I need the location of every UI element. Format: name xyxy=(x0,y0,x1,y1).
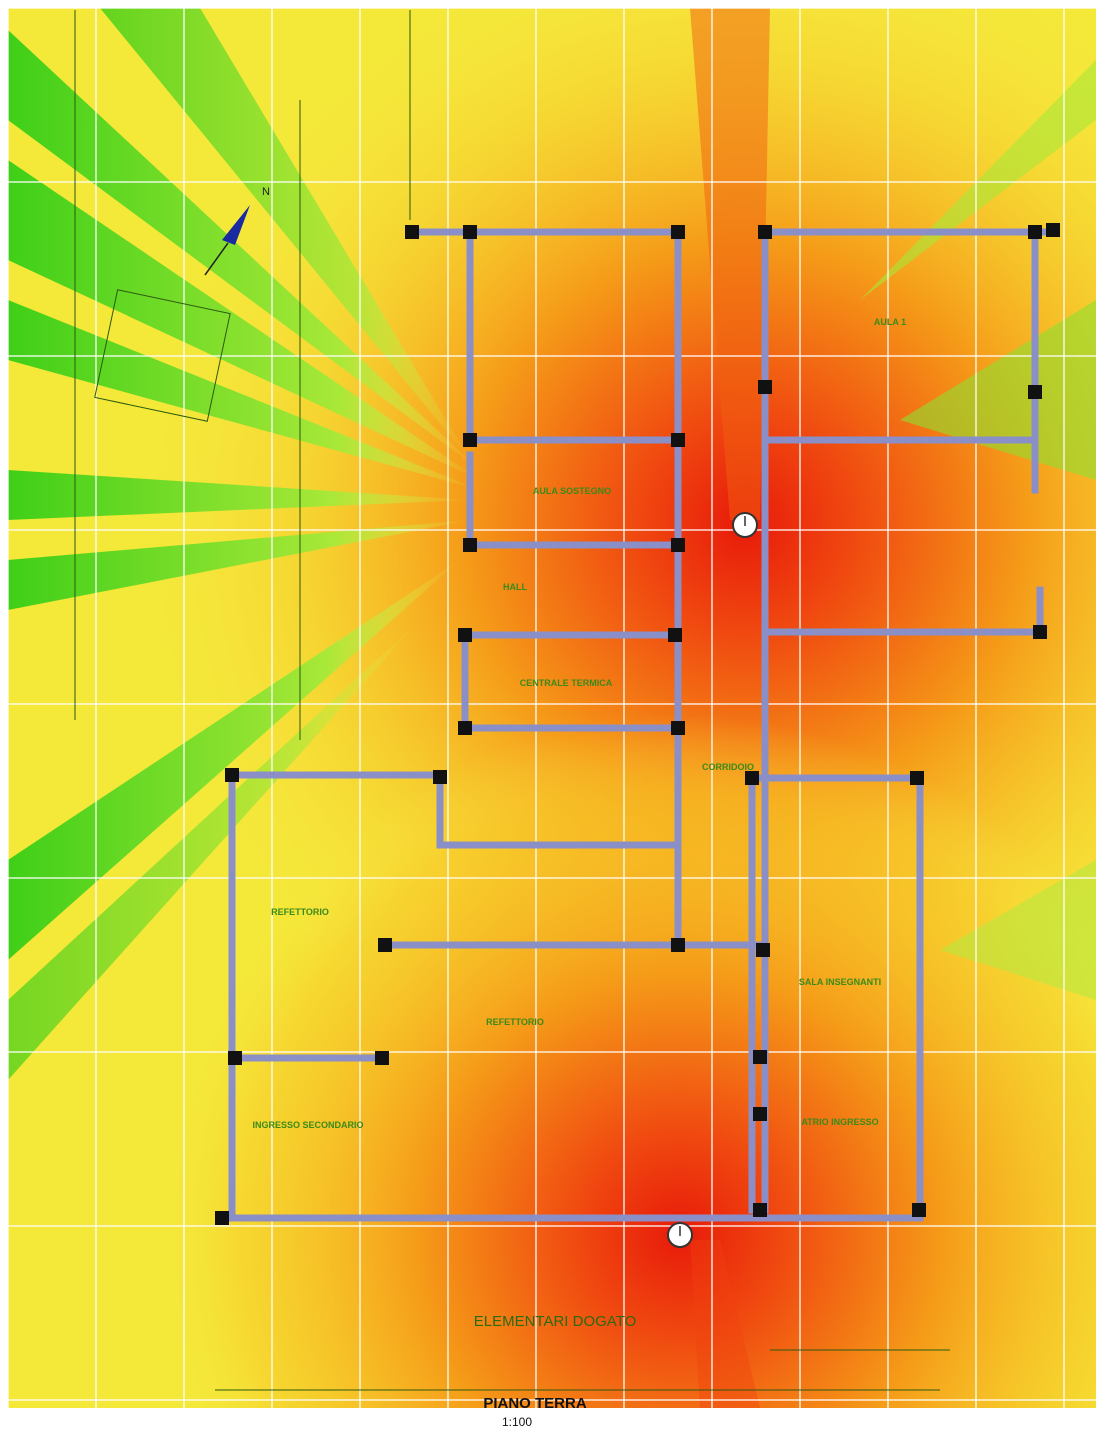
room-label: HALL xyxy=(503,582,527,592)
scale-label: 1:100 xyxy=(502,1415,532,1429)
room-label: AULA SOSTEGNO xyxy=(533,486,611,496)
room-label: SALA INSEGNANTI xyxy=(799,977,881,987)
access-points xyxy=(667,512,758,1248)
room-label: REFETTORIO xyxy=(486,1017,544,1027)
room-label: INGRESSO SECONDARIO xyxy=(252,1120,363,1130)
room-label: AULA 1 xyxy=(874,317,906,327)
floor-label: PIANO TERRA xyxy=(483,1395,587,1412)
grid xyxy=(7,7,1096,1408)
walls xyxy=(218,226,1054,1222)
room-label: CORRIDOIO xyxy=(702,762,754,772)
drawing-lines xyxy=(74,10,950,1391)
room-label: CENTRALE TERMICA xyxy=(520,678,613,688)
room-label: ATRIO INGRESSO xyxy=(801,1117,878,1127)
north-label: N xyxy=(262,186,270,198)
pillars xyxy=(215,223,1060,1225)
labels: N AULA 1 AULA SOSTEGNO CENTRALE TERMICA … xyxy=(252,186,906,1429)
heatmap xyxy=(8,8,1096,1408)
plan-title: ELEMENTARI DOGATO xyxy=(474,1313,637,1330)
room-label: REFETTORIO xyxy=(271,907,329,917)
north-arrow xyxy=(222,205,250,245)
